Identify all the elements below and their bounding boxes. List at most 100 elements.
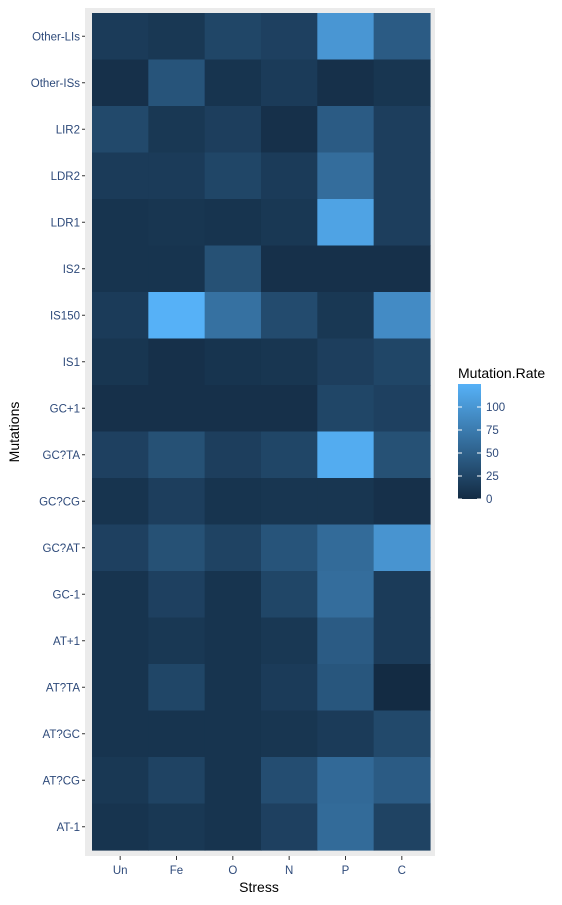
heatmap-cell-GC?TA-Fe: [148, 431, 206, 479]
heatmap-cell-GC?TA-Un: [92, 431, 149, 479]
heatmap-cell-Other-ISs-O: [204, 59, 262, 107]
heatmap-cell-AT?TA-P: [317, 664, 375, 712]
heatmap-cell-GC+1-C: [373, 385, 431, 433]
heatmap-cell-Other-LIs-C: [373, 13, 431, 61]
heatmap-cell-AT+1-Un: [92, 617, 149, 665]
heatmap-cell-GC?TA-O: [204, 431, 262, 479]
heatmap-cell-AT-1-O: [204, 803, 262, 851]
y-tick-label: GC?AT: [43, 543, 81, 555]
heatmap-cell-IS150-N: [260, 292, 318, 340]
heatmap-cell-LDR2-Un: [92, 152, 149, 200]
heatmap-cell-AT?GC-C: [373, 710, 431, 758]
heatmap-cell-IS150-C: [373, 292, 431, 340]
y-axis-ticks: Other-LIs Other-ISs LIR2 LDR2 LDR1 IS2 IS150 IS…: [31, 31, 85, 834]
heatmap-cell-LDR1-N: [260, 199, 318, 247]
y-tick-label: IS1: [63, 357, 80, 369]
heatmap-cell-IS1-C: [373, 338, 431, 386]
heatmap-cell-AT?CG-O: [204, 757, 262, 805]
y-tick-label: Other-LIs: [32, 31, 80, 43]
heatmap-cell-IS1-P: [317, 338, 375, 386]
heatmap-cell-GC-1-Fe: [148, 571, 206, 619]
heatmap-cell-GC?AT-O: [204, 524, 262, 572]
heatmap-cell-GC?CG-Fe: [148, 478, 206, 526]
heatmap-cell-GC?CG-Un: [92, 478, 149, 526]
legend-title: Mutation.Rate: [458, 365, 545, 381]
heatmap-cell-AT?CG-C: [373, 757, 431, 805]
heatmap-cell-AT?CG-Un: [92, 757, 149, 805]
heatmap-cell-LIR2-Un: [92, 106, 149, 154]
heatmap-cell-LIR2-P: [317, 106, 375, 154]
heatmap-cell-GC+1-Un: [92, 385, 149, 433]
heatmap-cell-AT?CG-P: [317, 757, 375, 805]
heatmap-cell-GC+1-N: [260, 385, 318, 433]
heatmap-cell-AT?GC-N: [260, 710, 318, 758]
heatmap-cell-GC?TA-C: [373, 431, 431, 479]
heatmap-cell-Other-ISs-P: [317, 59, 375, 107]
heatmap-cell-GC?CG-C: [373, 478, 431, 526]
heatmap-cell-GC?CG-O: [204, 478, 262, 526]
heatmap-cells: [92, 13, 431, 851]
y-axis-title: Mutations: [6, 402, 22, 463]
heatmap-cell-AT-1-Fe: [148, 803, 206, 851]
heatmap-cell-Other-LIs-Un: [92, 13, 149, 61]
y-tick-label: IS2: [63, 264, 80, 276]
heatmap-cell-LIR2-O: [204, 106, 262, 154]
x-tick-label: O: [228, 865, 237, 877]
heatmap-cell-IS1-O: [204, 338, 262, 386]
heatmap-cell-Other-LIs-P: [317, 13, 375, 61]
heatmap-cell-Other-ISs-N: [260, 59, 318, 107]
heatmap-cell-Other-ISs-Fe: [148, 59, 206, 107]
heatmap-cell-GC-1-P: [317, 571, 375, 619]
legend-tick-label: 0: [486, 494, 492, 506]
heatmap-cell-IS150-Un: [92, 292, 149, 340]
heatmap-cell-AT?TA-Un: [92, 664, 149, 712]
heatmap-cell-AT?TA-C: [373, 664, 431, 712]
legend-tick-label: 75: [486, 425, 499, 437]
legend-ticks: 100 75 50 25 0: [458, 402, 505, 506]
heatmap-cell-Other-LIs-O: [204, 13, 262, 61]
heatmap-cell-GC?AT-N: [260, 524, 318, 572]
x-axis-ticks: Un Fe O N P C: [113, 856, 406, 877]
heatmap-cell-Other-LIs-Fe: [148, 13, 206, 61]
heatmap-cell-GC-1-O: [204, 571, 262, 619]
y-tick-label: Other-ISs: [31, 78, 80, 90]
legend-tick-label: 50: [486, 448, 499, 460]
heatmap-cell-LIR2-C: [373, 106, 431, 154]
heatmap-cell-LDR2-P: [317, 152, 375, 200]
heatmap-cell-LDR1-P: [317, 199, 375, 247]
y-tick-label: GC-1: [53, 589, 80, 601]
y-tick-label: GC?TA: [43, 450, 81, 462]
heatmap-cell-AT+1-O: [204, 617, 262, 665]
heatmap-cell-GC-1-Un: [92, 571, 149, 619]
x-axis-title: Stress: [239, 879, 279, 895]
y-tick-label: GC?CG: [39, 496, 80, 508]
heatmap-cell-AT?CG-Fe: [148, 757, 206, 805]
x-tick-label: P: [342, 865, 350, 877]
y-tick-label: GC+1: [50, 403, 80, 415]
heatmap-cell-Other-ISs-C: [373, 59, 431, 107]
x-tick-label: Fe: [170, 865, 183, 877]
heatmap-cell-IS150-O: [204, 292, 262, 340]
heatmap-cell-GC+1-O: [204, 385, 262, 433]
legend-tick-label: 100: [486, 402, 505, 414]
heatmap-cell-LDR2-Fe: [148, 152, 206, 200]
heatmap-cell-AT?TA-Fe: [148, 664, 206, 712]
heatmap-cell-AT?TA-N: [260, 664, 318, 712]
heatmap-cell-LIR2-Fe: [148, 106, 206, 154]
heatmap-cell-LDR2-N: [260, 152, 318, 200]
heatmap-cell-GC?AT-P: [317, 524, 375, 572]
heatmap-cell-IS1-Un: [92, 338, 149, 386]
heatmap-cell-GC-1-C: [373, 571, 431, 619]
heatmap-cell-IS2-Fe: [148, 245, 206, 293]
heatmap-cell-AT-1-Un: [92, 803, 149, 851]
heatmap-cell-Other-LIs-N: [260, 13, 318, 61]
heatmap-cell-LIR2-N: [260, 106, 318, 154]
heatmap-cell-GC?TA-N: [260, 431, 318, 479]
heatmap-cell-AT?TA-O: [204, 664, 262, 712]
heatmap-cell-LDR1-Un: [92, 199, 149, 247]
heatmap-cell-AT?GC-Un: [92, 710, 149, 758]
y-tick-label: IS150: [50, 310, 80, 322]
heatmap-cell-LDR2-O: [204, 152, 262, 200]
heatmap-cell-IS150-Fe: [148, 292, 206, 340]
